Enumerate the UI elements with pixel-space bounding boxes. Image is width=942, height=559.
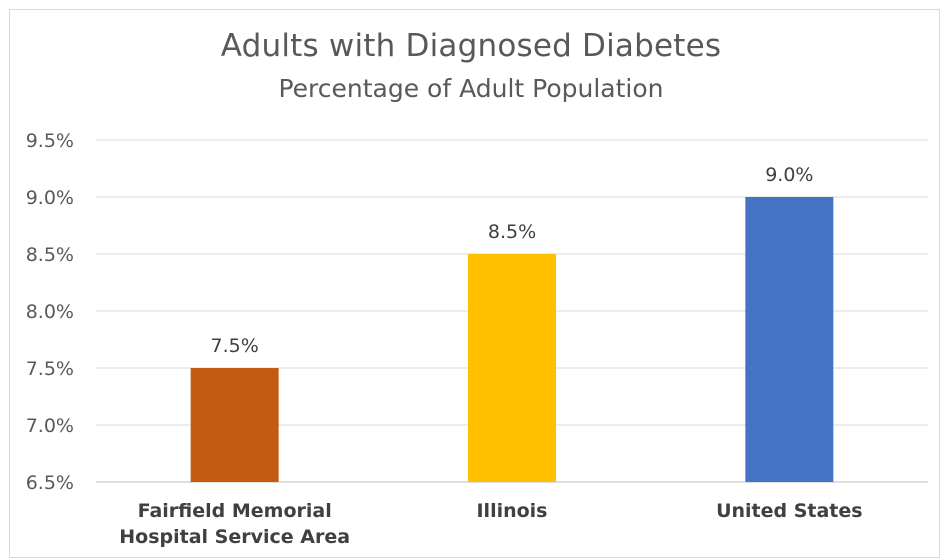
y-axis: 6.5% 7.0% 7.5% 8.0% 8.5% 9.0% 9.5% (26, 130, 74, 494)
x-axis: Fairfield Memorial Hospital Service Area I… (119, 500, 862, 548)
data-label: 9.0% (765, 164, 813, 186)
y-tick-label: 7.0% (26, 415, 74, 437)
bar (468, 254, 556, 482)
x-tick-label: Illinois (476, 500, 547, 522)
x-tick-label: Fairfield Memorial (138, 500, 332, 522)
y-tick-label: 6.5% (26, 472, 74, 494)
data-labels: 7.5% 8.5% 9.0% (211, 164, 814, 357)
bars (190, 197, 834, 482)
chart-subtitle: Percentage of Adult Population (278, 74, 664, 103)
y-tick-label: 9.5% (26, 130, 74, 152)
data-label: 7.5% (211, 335, 259, 357)
y-tick-label: 7.5% (26, 358, 74, 380)
x-tick-label: United States (716, 500, 863, 522)
y-tick-label: 8.5% (26, 244, 74, 266)
bar (190, 368, 279, 482)
x-tick-label: Hospital Service Area (119, 526, 350, 548)
y-tick-label: 8.0% (26, 301, 74, 323)
data-label: 8.5% (488, 221, 536, 243)
chart-title: Adults with Diagnosed Diabetes (220, 28, 722, 64)
bar (745, 197, 834, 482)
y-tick-label: 9.0% (26, 187, 74, 209)
